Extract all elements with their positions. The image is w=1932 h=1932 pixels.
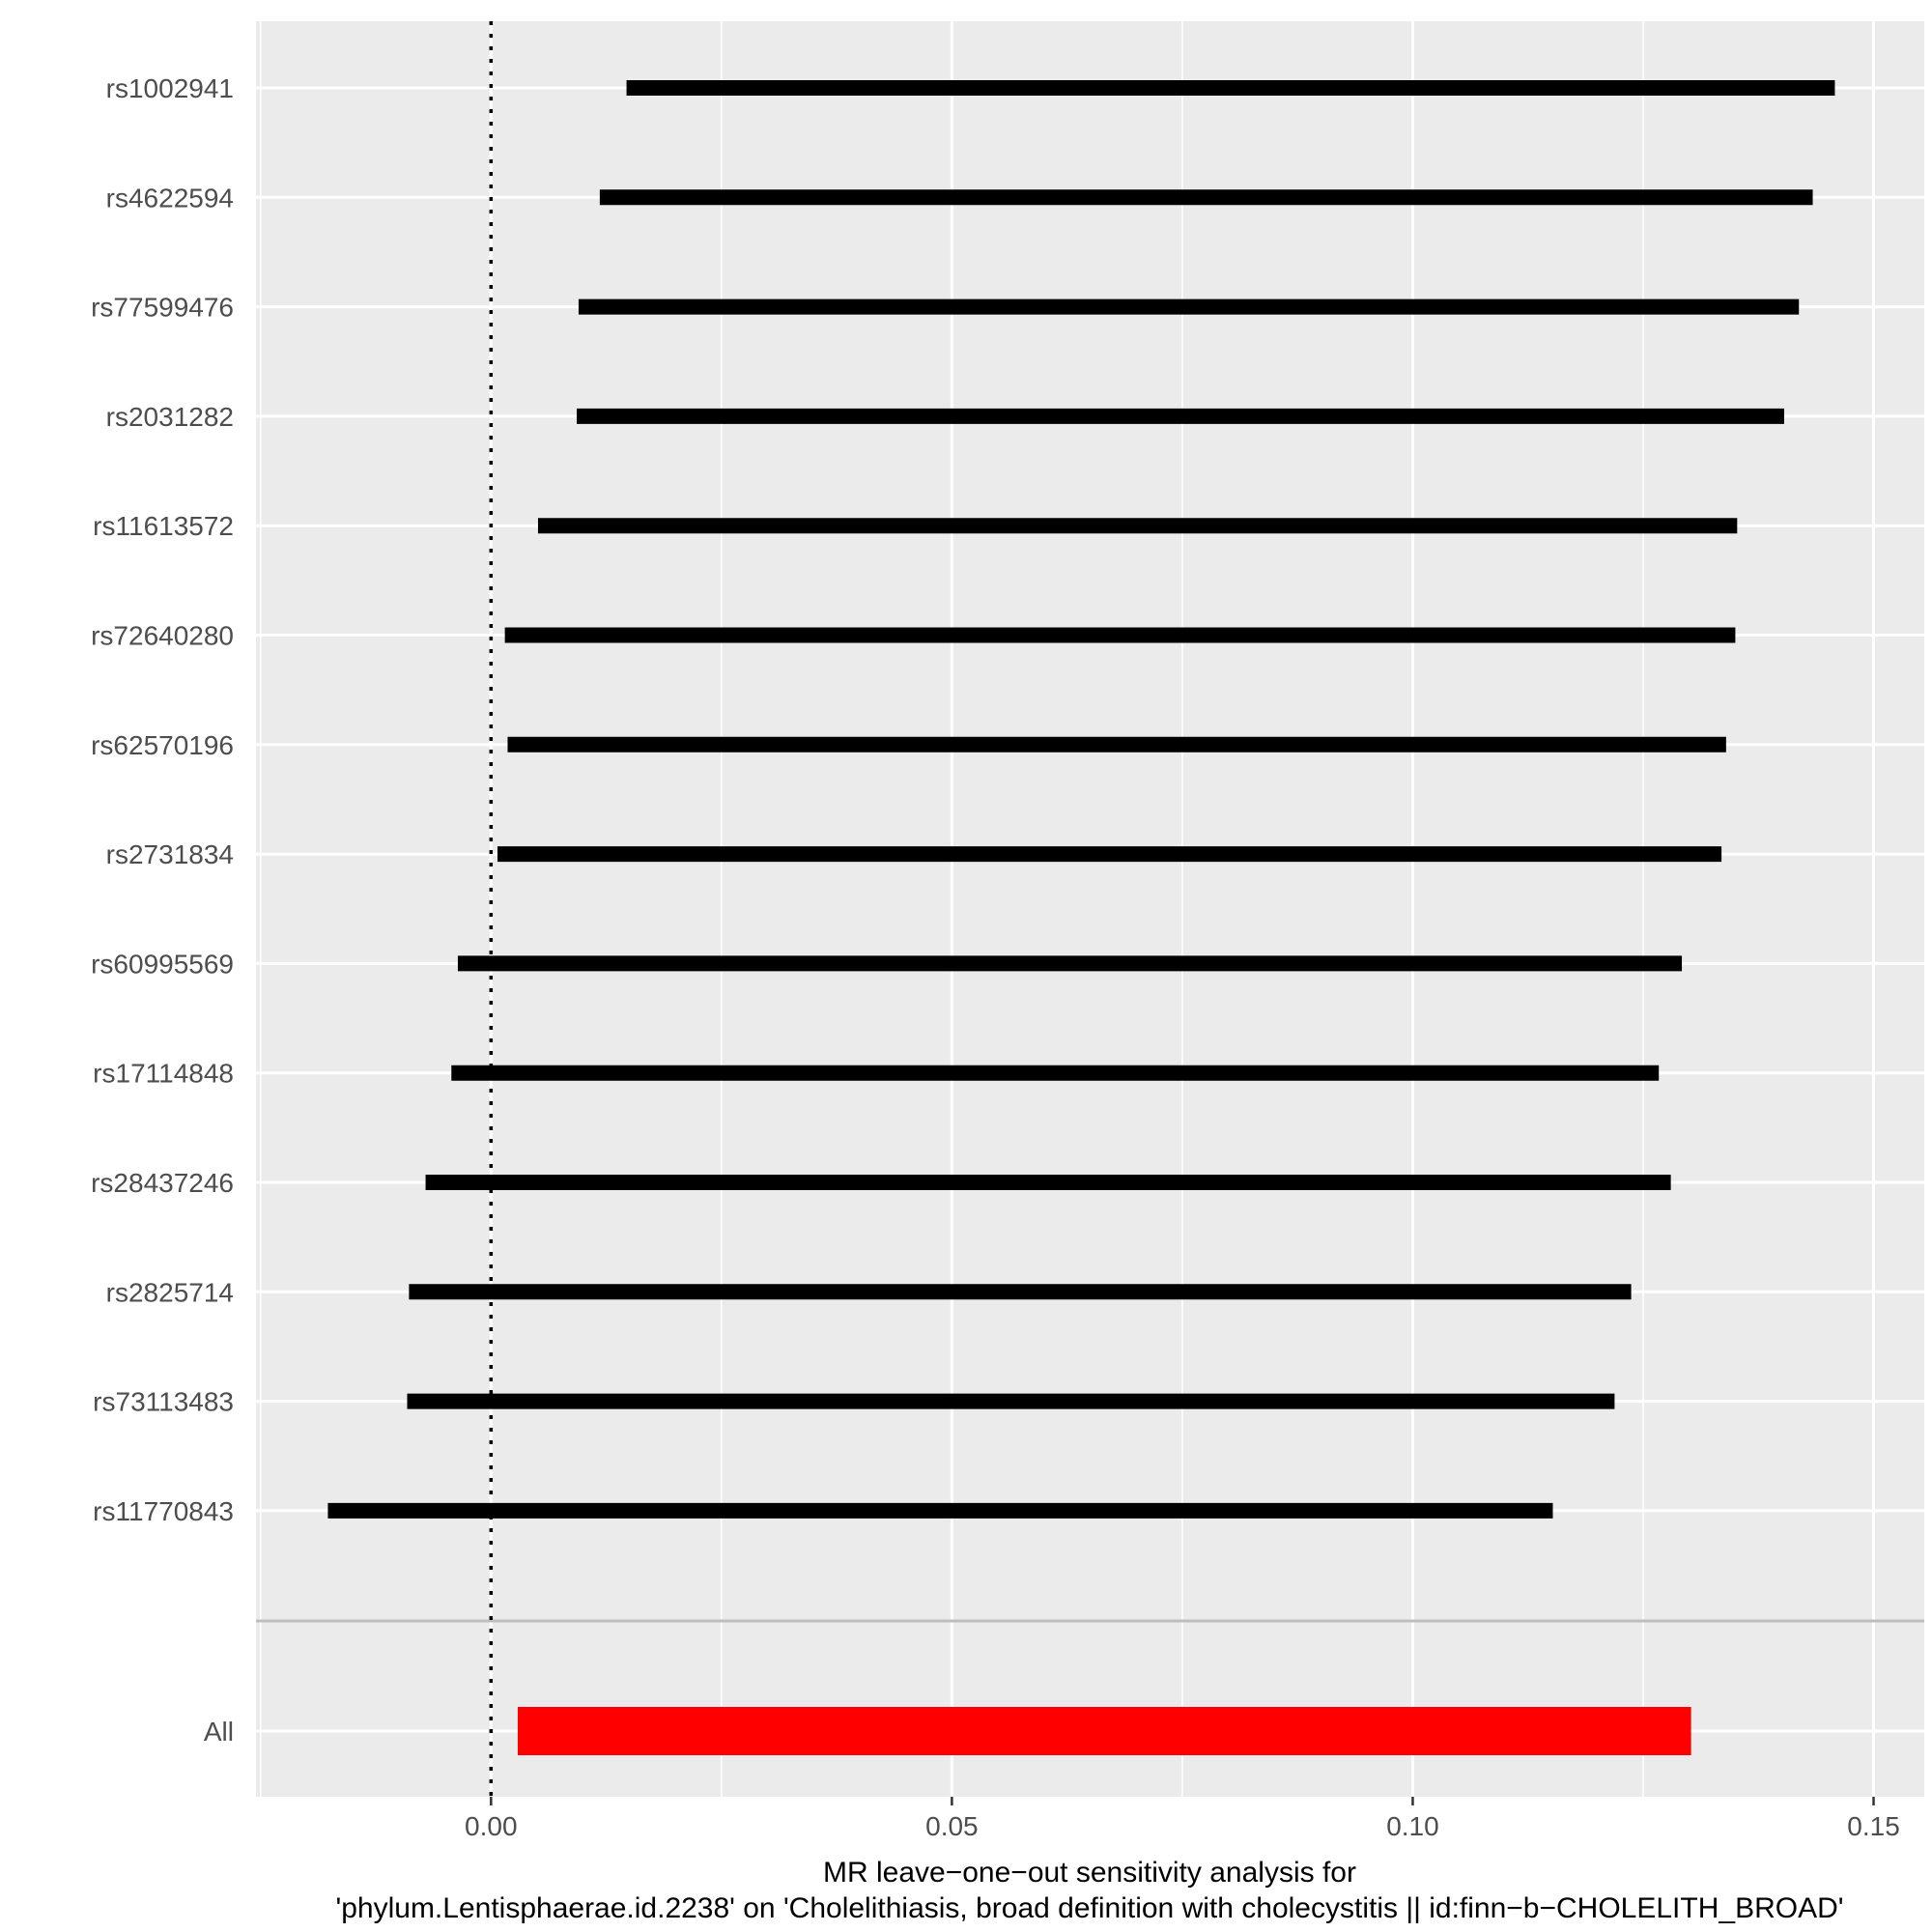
- y-label-rs77599476: rs77599476: [91, 293, 234, 323]
- y-label-rs11613572: rs11613572: [93, 511, 234, 541]
- y-label-rs4622594: rs4622594: [106, 183, 234, 213]
- x-tick-label-1: 0.05: [925, 1811, 979, 1841]
- x-tick-label-0: 0.00: [465, 1811, 518, 1841]
- point-rs73113483: [1006, 1395, 1018, 1407]
- point-rs1002941: [1224, 82, 1236, 94]
- point-rs4622594: [1202, 191, 1214, 204]
- point-rs17114848: [1049, 1066, 1062, 1079]
- overall-estimate: [517, 1707, 1691, 1755]
- point-rs72640280: [1114, 629, 1126, 641]
- point-rs2825714: [1013, 1286, 1026, 1298]
- point-rs2731834: [1105, 848, 1118, 861]
- point-all: [1097, 1725, 1110, 1737]
- x-tick-label-3: 0.15: [1847, 1811, 1900, 1841]
- y-label-rs17114848: rs17114848: [93, 1059, 234, 1089]
- point-rs11770843: [933, 1504, 946, 1517]
- y-label-rs2825714: rs2825714: [106, 1277, 234, 1307]
- point-rs62570196: [1112, 738, 1124, 751]
- point-rs77599476: [1183, 300, 1196, 313]
- major-grid: [489, 21, 1876, 1797]
- y-label-rs1002941: rs1002941: [106, 73, 234, 103]
- x-axis: 0.00 0.05 0.10 0.15: [465, 1797, 1900, 1841]
- point-estimates: [933, 82, 1236, 1517]
- y-label-rs62570196: rs62570196: [91, 730, 234, 760]
- point-rs2031282: [1177, 410, 1189, 422]
- x-tick-label-2: 0.10: [1386, 1811, 1439, 1841]
- y-label-rs60995569: rs60995569: [91, 949, 234, 979]
- y-label-rs28437246: rs28437246: [91, 1168, 234, 1198]
- y-label-rs2731834: rs2731834: [106, 839, 234, 869]
- y-label-all: All: [204, 1717, 234, 1747]
- minor-grid: [260, 21, 1644, 1797]
- y-label-rs72640280: rs72640280: [91, 621, 234, 651]
- y-label-rs11770843: rs11770843: [93, 1496, 234, 1526]
- point-rs60995569: [1064, 957, 1076, 970]
- plot-panel: [256, 21, 1924, 1797]
- y-axis-labels: rs1002941 rs4622594 rs77599476 rs2031282 rs1…: [91, 73, 234, 1747]
- point-rs11613572: [1132, 520, 1145, 532]
- x-axis-title-line-2: 'phylum.Lentisphaerae.id.2238' on 'Chole…: [336, 1892, 1844, 1924]
- y-label-rs73113483: rs73113483: [93, 1387, 234, 1417]
- x-axis-title: MR leave−one−out sensitivity analysis fo…: [336, 1857, 1844, 1924]
- y-label-rs2031282: rs2031282: [106, 402, 234, 432]
- x-axis-title-line-1: MR leave−one−out sensitivity analysis fo…: [823, 1857, 1356, 1889]
- point-rs28437246: [1043, 1177, 1056, 1188]
